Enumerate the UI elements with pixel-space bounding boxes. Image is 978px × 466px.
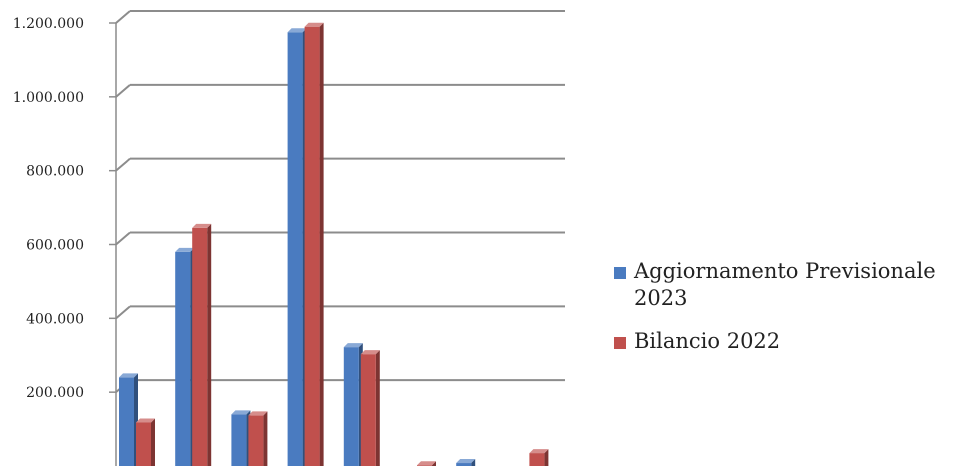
bar-side bbox=[432, 461, 436, 466]
bar-front bbox=[529, 453, 545, 466]
legend-item-series-1: Aggiornamento Previsionale 2023 bbox=[614, 258, 976, 312]
y-tick-label: 800.000 bbox=[26, 164, 84, 180]
bar-s2-c8 bbox=[529, 449, 549, 466]
legend-swatch-series-1 bbox=[614, 267, 626, 279]
bar-s2-c3 bbox=[248, 411, 268, 466]
y-axis bbox=[109, 22, 117, 466]
bar-side bbox=[151, 418, 155, 466]
bar-front bbox=[119, 377, 134, 466]
bar-side bbox=[471, 459, 476, 466]
y-tick-label: 400.000 bbox=[26, 311, 84, 327]
legend-swatch-series-2 bbox=[614, 337, 626, 349]
legend-label-series-1: Aggiornamento Previsionale 2023 bbox=[634, 259, 936, 310]
bar-front bbox=[175, 251, 191, 466]
legend-label-series-2: Bilancio 2022 bbox=[634, 329, 781, 353]
bar-top bbox=[360, 350, 380, 355]
bar-side bbox=[375, 350, 380, 466]
bar-s2-c4 bbox=[304, 22, 324, 466]
bar-top bbox=[529, 449, 549, 454]
bar-side bbox=[319, 22, 324, 466]
y-tick-label: 1.000.000 bbox=[13, 90, 84, 106]
gridline-depth bbox=[115, 305, 131, 320]
gridline-depth bbox=[115, 10, 131, 24]
bar-top bbox=[417, 461, 436, 466]
gridline-depth bbox=[115, 84, 131, 98]
bar-front bbox=[304, 26, 320, 466]
bar-front bbox=[456, 463, 472, 466]
bar-top bbox=[231, 410, 251, 415]
bar-front bbox=[287, 32, 303, 466]
bar-side bbox=[263, 411, 268, 466]
bar-top bbox=[304, 22, 324, 27]
bar-front bbox=[192, 227, 208, 466]
bar-s1-c3 bbox=[231, 410, 251, 466]
y-tick-label: 1.200.000 bbox=[13, 16, 84, 32]
bar-top bbox=[175, 247, 195, 252]
y-tick-label: 600.000 bbox=[26, 238, 84, 254]
bar-s2-c6 bbox=[417, 461, 436, 466]
bar-top bbox=[248, 411, 268, 416]
bar-s1-c2 bbox=[175, 247, 195, 466]
y-tick-label: 200.000 bbox=[26, 385, 84, 401]
bar-front bbox=[343, 347, 359, 466]
bar-side bbox=[544, 449, 549, 466]
bar-side bbox=[207, 223, 212, 466]
bar-top bbox=[287, 28, 307, 33]
bar-top bbox=[136, 418, 155, 423]
bar-s2-c5 bbox=[360, 350, 380, 466]
bar-top bbox=[343, 343, 363, 348]
bar-front bbox=[231, 414, 247, 466]
bar-front bbox=[136, 422, 151, 466]
gridline-depth bbox=[115, 157, 131, 172]
bar-s2-c1 bbox=[136, 418, 155, 466]
legend: Aggiornamento Previsionale 2023 Bilancio… bbox=[614, 258, 976, 371]
bar-s1-c1 bbox=[119, 373, 138, 466]
bar-top bbox=[192, 223, 212, 228]
bars bbox=[119, 22, 549, 466]
bar-top bbox=[119, 373, 138, 378]
gridline-depth bbox=[115, 231, 131, 246]
bar-top bbox=[456, 459, 476, 464]
bar-s1-c7 bbox=[456, 459, 476, 466]
bar-s2-c2 bbox=[192, 223, 212, 466]
bar-front bbox=[248, 415, 264, 466]
y-tick-labels: 200.000 400.000 600.000 800.000 1.000.000 1.2… bbox=[13, 16, 84, 401]
bar-s1-c4 bbox=[287, 28, 307, 466]
bar-front bbox=[360, 354, 376, 466]
legend-item-series-2: Bilancio 2022 bbox=[614, 328, 976, 355]
bar-s1-c5 bbox=[343, 343, 363, 466]
